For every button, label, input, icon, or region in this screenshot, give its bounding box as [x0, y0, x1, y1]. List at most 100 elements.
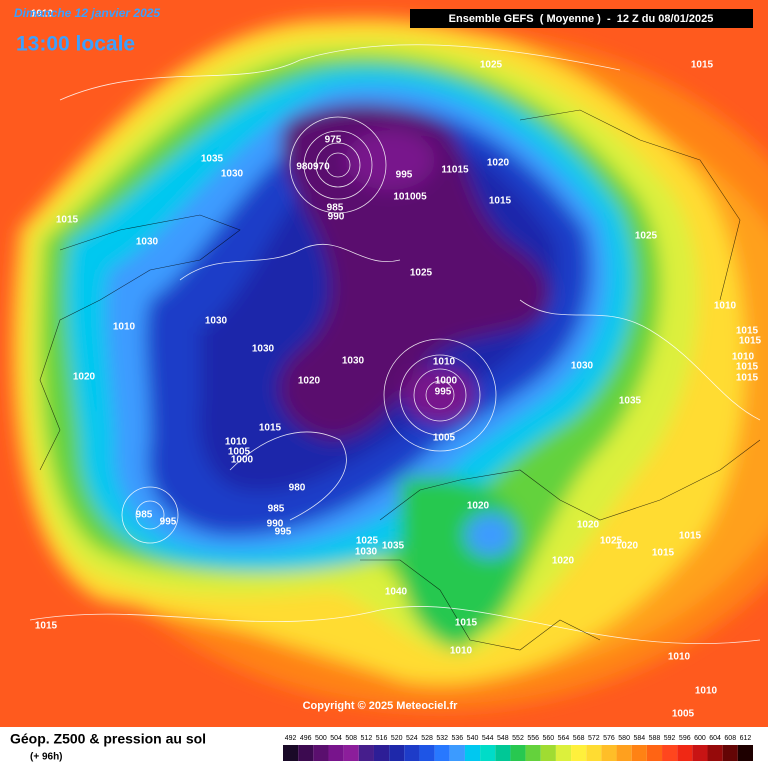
isobar-label: 1025: [410, 268, 433, 279]
isobar-label: 995: [435, 387, 452, 398]
colorbar-label: 492: [285, 735, 297, 742]
isobar-label: 1030: [252, 344, 275, 355]
colorbar-label: 536: [452, 735, 464, 742]
isobar-label: 1030: [342, 356, 365, 367]
colorbar-label: 520: [391, 735, 403, 742]
isobar-label: 995: [275, 527, 292, 538]
colorbar-swatch: [722, 745, 738, 761]
isobar-label: 1030: [355, 547, 378, 558]
colorbar-label: 512: [361, 735, 373, 742]
isobar-label: 1020: [487, 158, 510, 169]
colorbar-label: 544: [482, 735, 494, 742]
isobar-label: 1025: [635, 231, 658, 242]
coastlines: [39, 109, 761, 651]
isobar-label: 995: [160, 517, 177, 528]
isobar-label: 1010: [450, 646, 473, 657]
colorbar-label: 564: [558, 735, 570, 742]
model-banner: [410, 9, 753, 28]
colorbar-swatch: [510, 745, 526, 761]
isobar-label: 1015: [739, 336, 762, 347]
colorbar-label: 596: [679, 735, 691, 742]
isobar-label: 1005: [228, 447, 251, 458]
colorbar-swatch: [373, 745, 390, 761]
colorbar-swatch: [631, 745, 647, 761]
isobar-label: 1040: [385, 587, 408, 598]
isobar-label: 1015: [691, 60, 714, 71]
colorbar-label: 496: [300, 735, 312, 742]
isobar-label: 1005: [672, 709, 695, 720]
isobar-label: 1035: [201, 154, 224, 165]
isobar-label: 1015: [736, 362, 759, 373]
isobar-label: 1030: [571, 361, 594, 372]
isobar-label: 1020: [577, 520, 600, 531]
isobar-label: 980970: [296, 162, 330, 173]
model-label: Ensemble GEFS ( Moyenne ) - 12 Z du 08/0…: [449, 13, 714, 25]
colorbar-label: 524: [406, 735, 418, 742]
colorbar-swatch: [389, 745, 405, 761]
isobar-label: 1035: [619, 396, 642, 407]
isobar-label: 1035: [382, 541, 405, 552]
colorbar-swatch: [677, 745, 693, 761]
isobar-label: 1020: [467, 501, 490, 512]
isobar-label: 1010: [113, 322, 136, 333]
colorbar-swatch: [646, 745, 663, 761]
isobar-label: 1010: [31, 9, 54, 20]
isobar-label: 1015: [652, 548, 675, 559]
colorbar-swatch: [464, 745, 481, 761]
isobars: [29, 44, 761, 644]
colorbar-swatch: [434, 745, 450, 761]
isobar-label: 1010: [714, 301, 737, 312]
colorbar-swatch: [283, 745, 299, 761]
isobar-label: 1010: [732, 352, 755, 363]
colorbar-label: 548: [497, 735, 509, 742]
colorbar-label: 584: [633, 735, 645, 742]
colorbar-label: 568: [573, 735, 585, 742]
colorbar-swatch: [343, 745, 359, 761]
map: 1010 Dimanche 12 janvier 2025 13:00 loca…: [0, 0, 768, 727]
isobar-label: 1000: [435, 376, 458, 387]
colorbar-swatch: [449, 745, 465, 761]
header-date: Dimanche 12 janvier 2025: [14, 6, 160, 20]
colorbar-label: 532: [436, 735, 448, 742]
colorbar-label: 508: [345, 735, 357, 742]
isobar-label: 1015: [489, 196, 512, 207]
colorbar-label: 576: [603, 735, 615, 742]
colorbar-swatch: [404, 745, 420, 761]
colorbar-swatch: [480, 745, 496, 761]
isobar-label: 1025: [356, 536, 379, 547]
isobar-label: 975: [325, 135, 342, 146]
colorbar-label: 528: [421, 735, 433, 742]
isobar-label: 1010: [433, 357, 456, 368]
isobar-label: 1030: [136, 237, 159, 248]
legend-title: Géop. Z500 & pression au sol: [10, 731, 206, 747]
isobar-label: 985: [268, 504, 285, 515]
isobar-label: 101005: [393, 192, 427, 203]
colorbar-swatch: [737, 745, 753, 761]
copyright: Copyright © 2025 Meteociel.fr: [303, 700, 459, 712]
colorbar-swatch: [540, 745, 556, 761]
isobar-label: 1015: [35, 621, 58, 632]
isobar-label: 1020: [616, 541, 639, 552]
colorbar-label: 516: [376, 735, 388, 742]
colorbar-swatch: [707, 745, 723, 761]
colorbar-label: 592: [664, 735, 676, 742]
isobar-label: 1015: [736, 326, 759, 337]
isobar-label: 1010: [668, 652, 691, 663]
colorbar-swatch: [495, 745, 511, 761]
isobar-label: 11015: [441, 165, 469, 176]
isobar-label: 1030: [205, 316, 228, 327]
colorbar-swatch: [601, 745, 617, 761]
colorbar-swatch: [525, 745, 541, 761]
isobar-labels: 1025 1015 975 980970 995 11015 1020 1035 1030 985…: [35, 60, 762, 720]
colorbar-label: 504: [330, 735, 342, 742]
colorbar-swatch: [662, 745, 678, 761]
isobar-label: 1015: [736, 373, 759, 384]
colorbar: 492 496 500 504 508 512 516 520 524 528 532 536 540 5…: [283, 735, 753, 761]
colorbar-swatch: [328, 745, 344, 761]
isobar-label: 985: [136, 510, 153, 521]
isobar-label: 1020: [552, 556, 575, 567]
isobar-label: 990: [328, 212, 345, 223]
isobar-label: 985: [327, 203, 344, 214]
colorbar-label: 560: [542, 735, 554, 742]
